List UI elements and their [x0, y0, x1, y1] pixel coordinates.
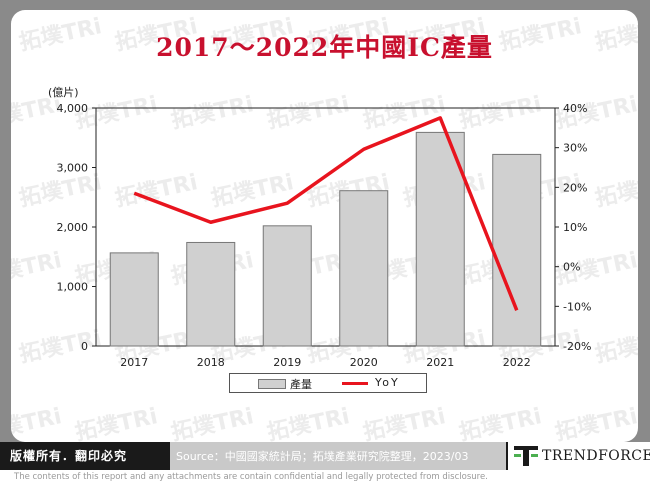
- plot-frame: [95, 107, 556, 347]
- x-tick-label: 2019: [273, 356, 301, 369]
- footer: 版權所有．翻印必究 Source：中國國家統計局；拓墣產業研究院整理，2023/…: [0, 442, 650, 470]
- x-tick-label: 2020: [350, 356, 378, 369]
- disclaimer: The contents of this report and any atta…: [14, 472, 488, 482]
- right-tick-label: 10%: [563, 221, 587, 234]
- left-tick-label: 1,000: [57, 281, 89, 294]
- legend-bar-swatch: [258, 379, 286, 389]
- left-tick-label: 4,000: [57, 102, 89, 115]
- left-axis-unit: (億片): [48, 86, 79, 99]
- yoy-line: [133, 116, 519, 311]
- brand: TRENDFORCE: [508, 442, 650, 470]
- legend-bar-label: 產量: [290, 378, 312, 391]
- right-tick-label: 30%: [563, 142, 587, 155]
- bar: [262, 225, 312, 347]
- x-tick-label: 2022: [503, 356, 531, 369]
- chart-title: 2017～2022年中國IC產量: [156, 33, 493, 62]
- left-tick-label: 0: [81, 340, 88, 353]
- chart-card: 拓墣TRi 拓墣TRi 拓墣TRi 拓墣TRi 拓墣TRi 拓墣TRi 拓墣TRi 拓墣TRi…: [11, 10, 638, 442]
- copyright-text: 版權所有．翻印必究: [10, 449, 128, 463]
- left-tick-label: 2,000: [57, 221, 89, 234]
- brand-name: TRENDFORCE: [542, 448, 650, 464]
- trendforce-logo-icon: [514, 446, 538, 466]
- bar: [186, 241, 236, 347]
- right-tick-label: 40%: [563, 102, 587, 115]
- bar: [492, 153, 542, 347]
- chart: 0 1,000 2,000 3,000 4,000 (億片) -20% -10% 0% 10% 20…: [48, 86, 591, 369]
- right-tick-label: -10%: [563, 300, 591, 313]
- legend-line-label: YoY: [375, 376, 400, 389]
- chart-legend: 產量 YoY: [229, 373, 427, 393]
- right-tick-label: 0%: [563, 261, 580, 274]
- bar: [339, 190, 389, 347]
- right-tick-label: -20%: [563, 340, 591, 353]
- legend-line-swatch: [342, 382, 368, 385]
- right-tick-label: 20%: [563, 181, 587, 194]
- x-tick-label: 2018: [197, 356, 225, 369]
- bar: [109, 252, 159, 347]
- source-box: Source：中國國家統計局；拓墣產業研究院整理，2023/03: [170, 442, 506, 470]
- x-tick-label: 2021: [426, 356, 454, 369]
- left-tick-label: 3,000: [57, 162, 89, 175]
- source-text: Source：中國國家統計局；拓墣產業研究院整理，2023/03: [176, 450, 469, 463]
- x-tick-label: 2017: [120, 356, 148, 369]
- bar: [415, 131, 465, 347]
